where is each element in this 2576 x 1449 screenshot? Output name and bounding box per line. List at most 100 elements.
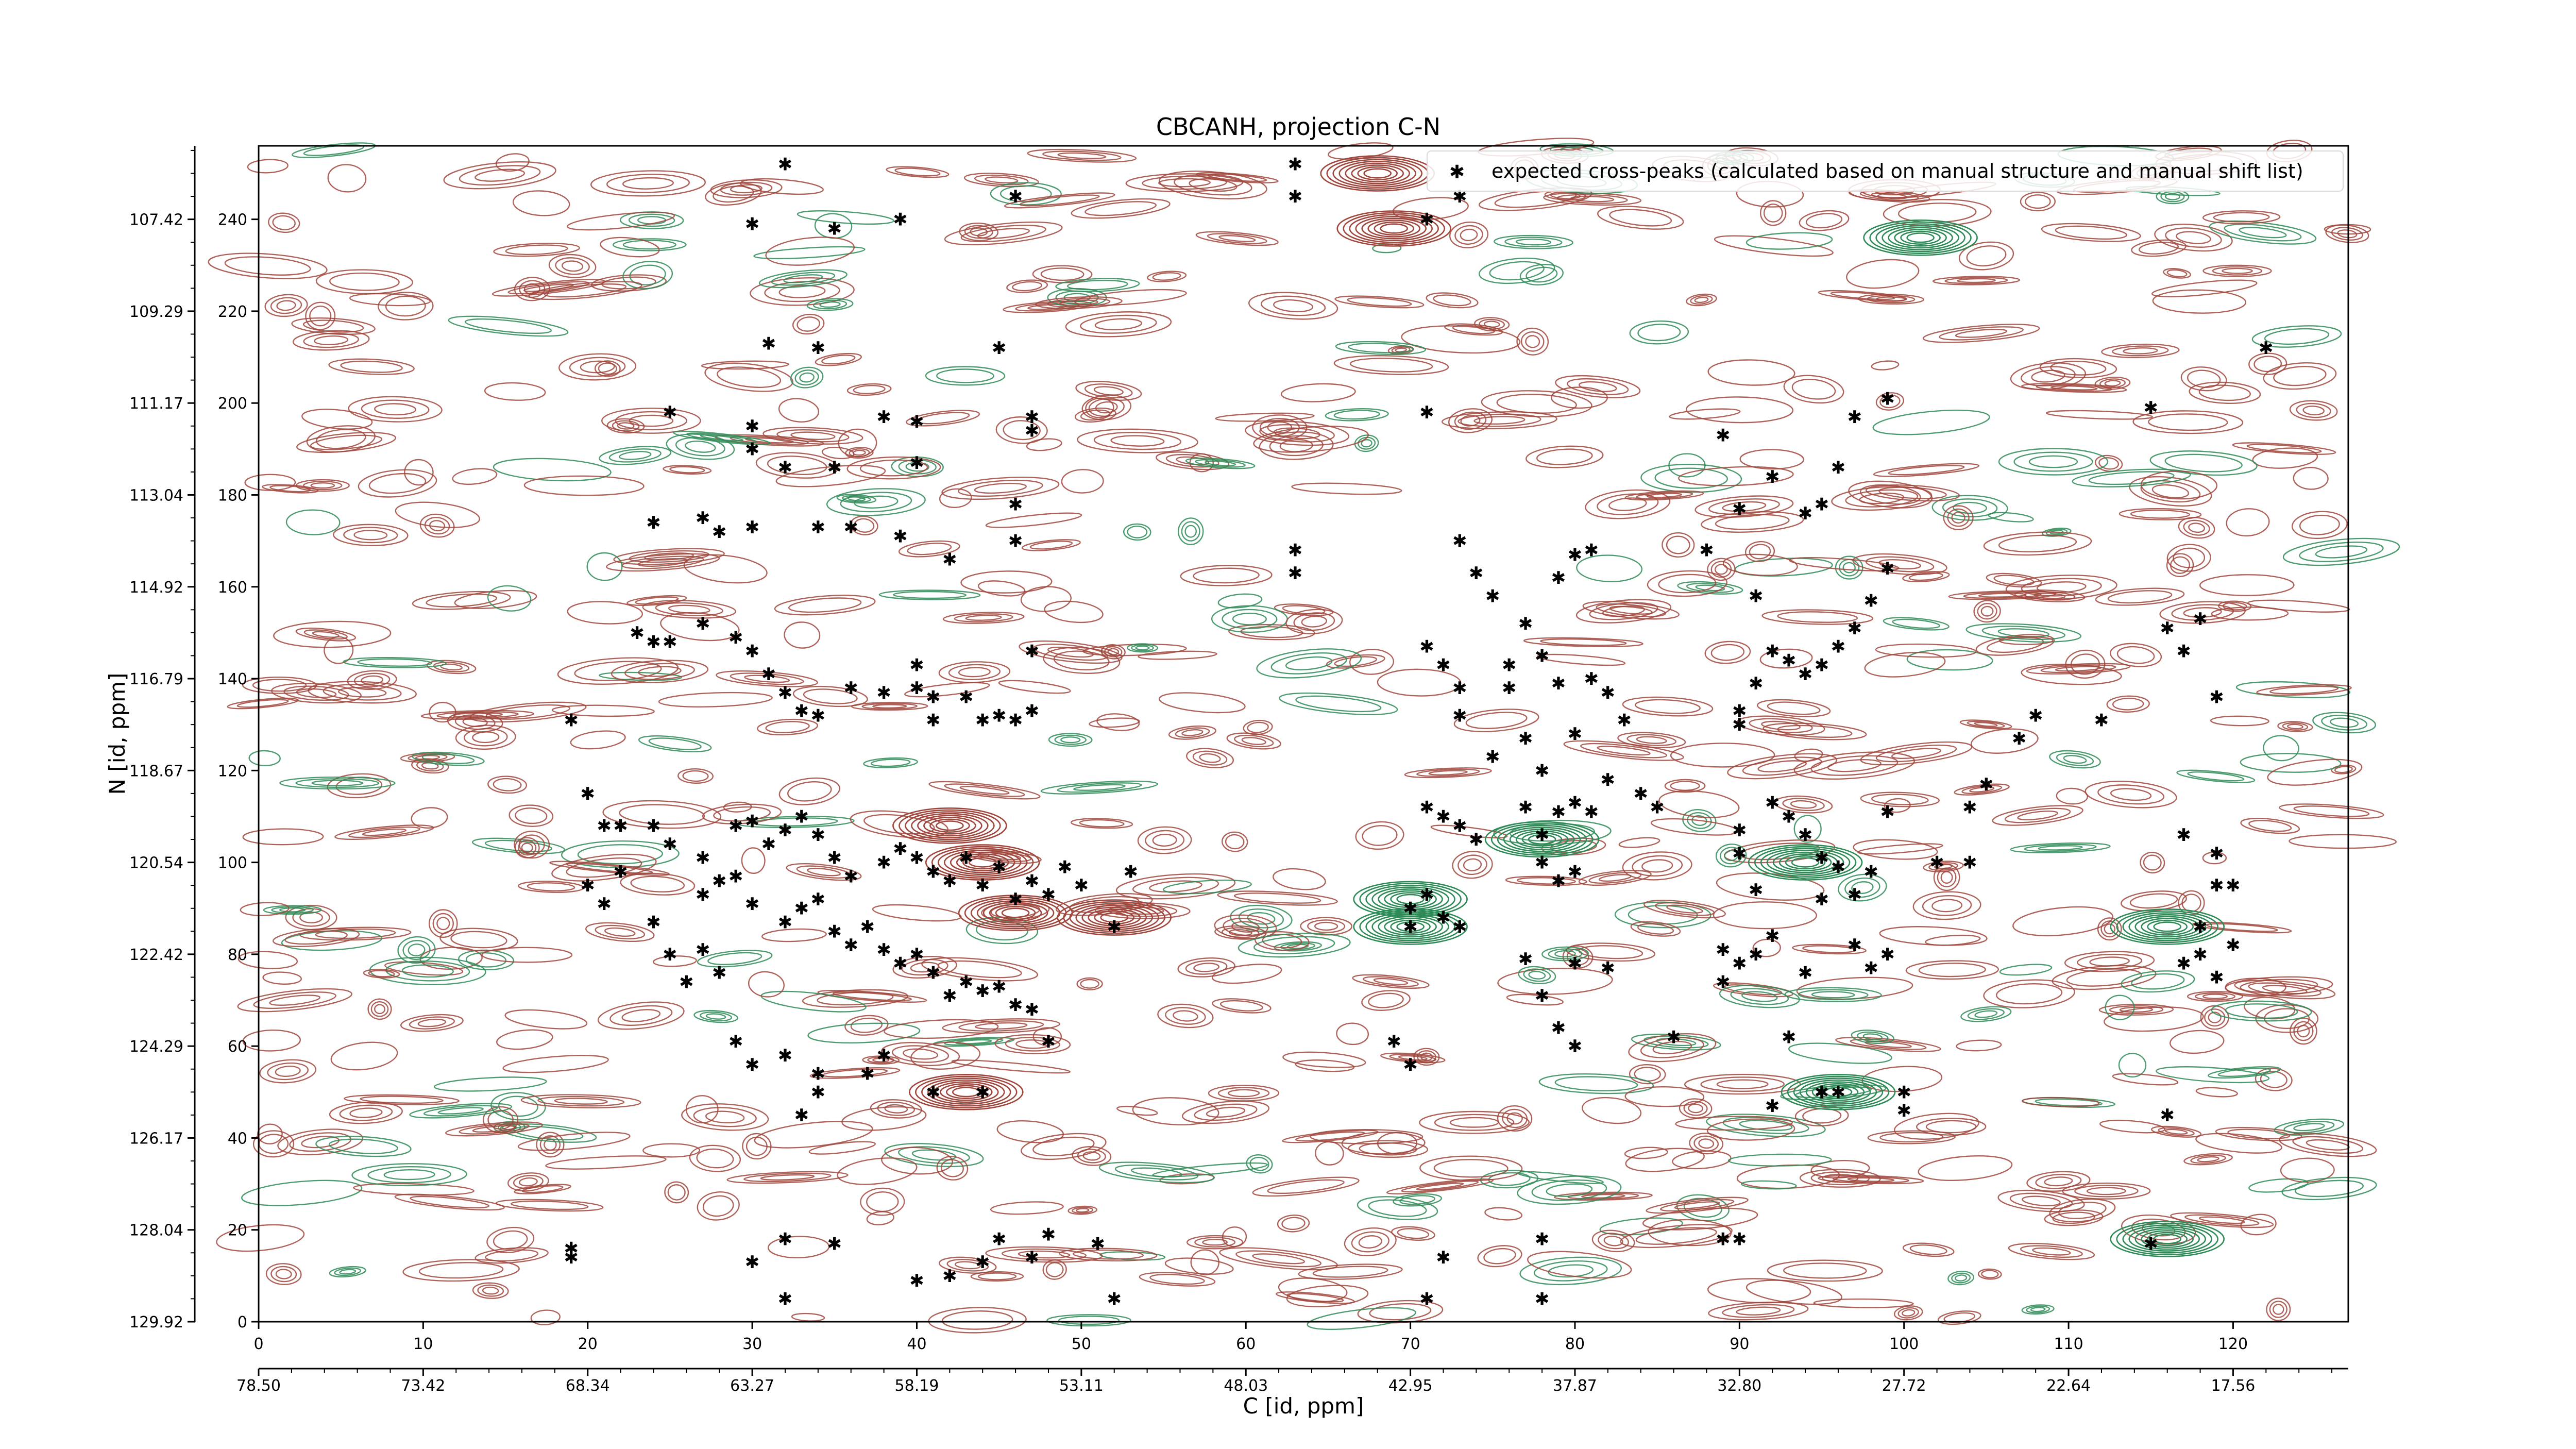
cross-peak-point: ✱ [942, 549, 957, 570]
contour-ring [1527, 1251, 1632, 1279]
contour-ring [985, 176, 1019, 184]
contour-ring [1333, 355, 1449, 375]
contour-ring [248, 750, 281, 767]
cross-peak-point: ✱ [1535, 646, 1550, 667]
contour-ring [276, 300, 296, 311]
contour-ring [1187, 1235, 1244, 1250]
contour-ring [1754, 846, 1857, 879]
contour-ring [1358, 436, 1376, 450]
contour-ring [493, 778, 522, 791]
contour-ring [1247, 912, 1276, 925]
contour-ring [1222, 927, 1260, 938]
contour-ring [1635, 1227, 1717, 1245]
contour-ring [2130, 509, 2191, 519]
contour-ring [2263, 362, 2337, 390]
contour-ring [826, 488, 926, 516]
contour-ring [940, 1159, 964, 1177]
cross-peak-point: ✱ [1716, 972, 1731, 992]
contour-ring [1591, 1229, 1635, 1253]
contour-ring [429, 701, 456, 723]
contour-ring [726, 1171, 849, 1184]
contour-ring [1280, 383, 1356, 402]
contour-ring [2184, 1214, 2260, 1226]
contour-ring [2256, 684, 2352, 696]
contour-ring [1073, 784, 1126, 791]
contour-ring [502, 1055, 609, 1073]
cross-peak-point: ✱ [745, 1252, 760, 1273]
contour-ring [2154, 224, 2233, 252]
cross-peak-point: ✱ [1452, 678, 1467, 699]
contour-ring [1417, 1050, 1436, 1064]
contour-ring [1838, 873, 1887, 902]
contour-ring [866, 1191, 899, 1212]
contour-ring [2021, 1304, 2055, 1315]
legend-entry-expected-cross-peaks: expected cross-peaks (calculated based o… [1492, 160, 2303, 182]
contour-ring [934, 1081, 999, 1103]
contour-ring [242, 828, 324, 846]
contour-ring [624, 663, 695, 680]
contour-ring [1700, 1076, 1785, 1092]
cross-peak-point: ✱ [745, 416, 760, 437]
cross-peak-point: ✱ [1452, 917, 1467, 937]
contour-ring [2247, 599, 2350, 613]
cross-peak-point: ✱ [1551, 673, 1566, 694]
cross-peak-point: ✱ [1008, 995, 1023, 1016]
contour-ring [817, 991, 894, 1006]
contour-ring [1988, 512, 2034, 523]
contour-ring [2209, 220, 2317, 245]
contour-ring [1523, 637, 1643, 647]
contour-ring [329, 272, 400, 291]
contour-ring [962, 855, 1003, 870]
contour-ring [1377, 1132, 1417, 1155]
contour-ring [951, 1059, 1071, 1074]
contour-ring [2208, 1012, 2222, 1023]
cross-peak-point: ✱ [1864, 591, 1879, 612]
cross-peak-point: ✱ [1074, 875, 1089, 896]
contour-ring [2128, 1226, 2207, 1252]
contour-ring [2140, 851, 2165, 874]
contour-ring [1967, 1008, 2005, 1020]
cross-peak-point: ✱ [1815, 1082, 1829, 1103]
contour-ring [1783, 375, 1844, 404]
contour-ring [1876, 296, 1906, 302]
contour-ring [311, 780, 364, 786]
contour-ring [1792, 943, 1867, 955]
contour-ring [1603, 1236, 1623, 1246]
contour-ring [1483, 1248, 1516, 1265]
contour-ring [599, 446, 672, 465]
contour-ring [617, 422, 635, 430]
contour-ring [2198, 1216, 2245, 1224]
contour-ring [1139, 1272, 1216, 1287]
contour-ring [1181, 729, 1204, 736]
contour-ring [2097, 784, 2165, 805]
contour-ring [348, 396, 443, 423]
contour-ring [1536, 653, 1626, 666]
contour-ring [1348, 1140, 1429, 1158]
contour-ring [507, 281, 590, 295]
contour-ring [1211, 964, 1282, 984]
contour-ring [1646, 493, 1683, 498]
contour-ring [1307, 1307, 1416, 1330]
contour-ring [310, 434, 383, 450]
contour-ring [1021, 539, 1081, 551]
cross-peak-point: ✱ [1288, 155, 1303, 175]
contour-ring [1368, 1199, 1427, 1217]
contour-ring [1217, 593, 1263, 609]
cross-peak-point: ✱ [1288, 540, 1303, 561]
contour-ring [1798, 989, 1869, 1001]
contour-ring [1369, 1303, 1432, 1321]
cross-peak-point: ✱ [778, 1229, 793, 1250]
contour-ring [1939, 326, 2024, 341]
contour-ring [420, 710, 535, 720]
contour-ring [1694, 495, 1794, 518]
contour-ring [2296, 402, 2331, 418]
cross-peak-point: ✱ [1025, 642, 1040, 662]
cross-peak-point: ✱ [843, 517, 858, 538]
contour-ring [252, 679, 307, 692]
contour-ring [484, 382, 546, 401]
contour-ring [2282, 537, 2400, 566]
contour-ring [1931, 899, 1962, 913]
contour-ring [2005, 575, 2117, 600]
contour-ring [2032, 1247, 2071, 1256]
contour-ring [527, 882, 575, 891]
